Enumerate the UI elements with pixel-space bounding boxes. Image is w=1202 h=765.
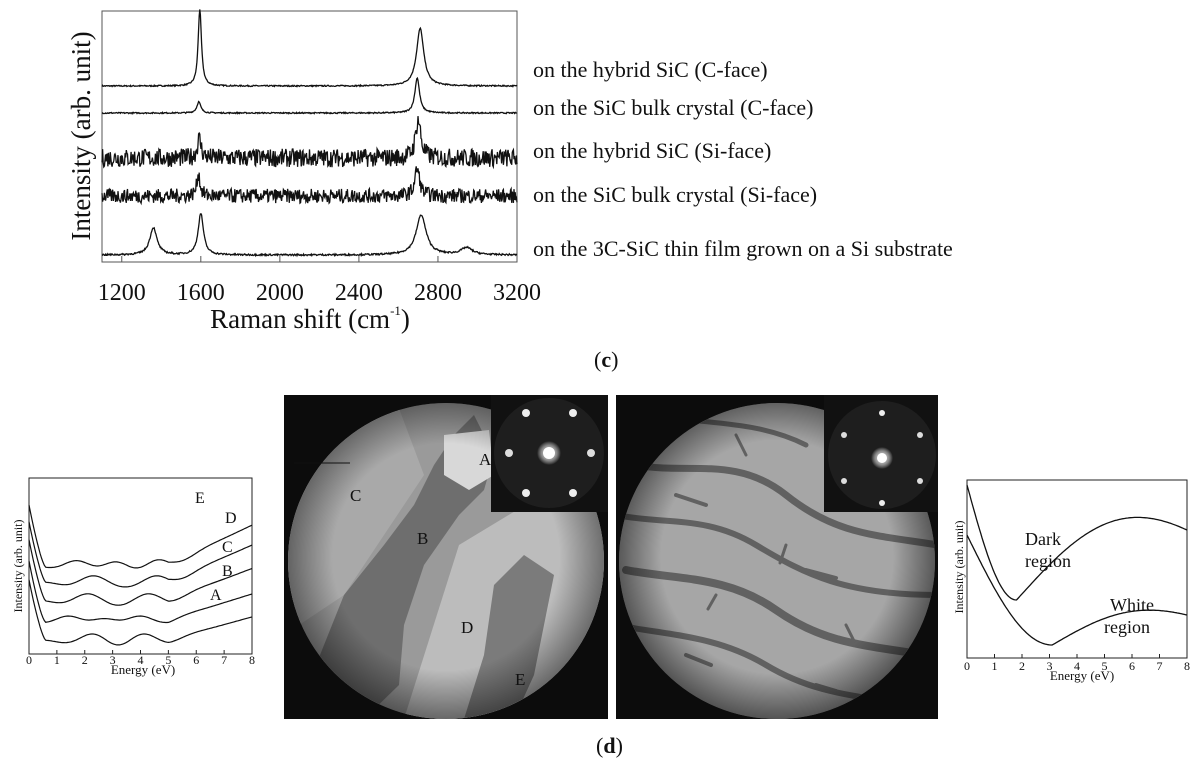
white-region-label-1: White — [1110, 595, 1154, 615]
leem-image-right — [616, 395, 938, 719]
left-traces — [28, 504, 253, 646]
raman-plot-frame — [101, 10, 518, 263]
raman-x-ticks: 1200 1600 2000 2400 2800 3200 — [98, 256, 541, 306]
left-series-line — [28, 560, 253, 624]
raman-traces — [101, 9, 518, 258]
right-x-tick-label: 4 — [1074, 659, 1080, 673]
right-x-tick-label: 6 — [1129, 659, 1135, 673]
left-x-tick-label: 7 — [221, 653, 227, 667]
left-series-label: E — [195, 490, 205, 507]
leem-region-label-a: A — [479, 450, 492, 469]
left-series-label: B — [222, 563, 233, 580]
left-series-label: D — [225, 510, 237, 527]
leem-region-label-b: B — [417, 529, 428, 548]
left-series-line — [28, 539, 253, 606]
raman-chart: 1200 1600 2000 2400 2800 3200 on the hybrid S… — [66, 9, 953, 334]
left-series-label: C — [222, 539, 233, 556]
left-series-line — [28, 504, 253, 569]
raman-legend-entry: on the SiC bulk crystal (Si-face) — [533, 182, 817, 207]
raman-legend: on the hybrid SiC (C-face) on the SiC bul… — [533, 57, 953, 261]
raman-series-line — [101, 166, 518, 206]
raman-legend-entry: on the 3C-SiC thin film grown on a Si su… — [533, 236, 953, 261]
left-x-ticks: 0 1 2 3 4 5 6 7 8 — [26, 650, 255, 667]
left-x-tick-label: 2 — [82, 653, 88, 667]
left-y-axis-label: Intensity (arb. unit) — [11, 520, 25, 613]
right-series-line — [966, 484, 1188, 601]
raman-y-axis-label: Intensity (arb. unit) — [66, 31, 96, 240]
left-x-tick-label: 6 — [193, 653, 199, 667]
panel-d-label: (d) — [596, 733, 623, 758]
left-x-axis-label: Energy (eV) — [111, 662, 175, 677]
right-traces — [966, 484, 1188, 646]
right-x-tick-label: 2 — [1019, 659, 1025, 673]
leem-region-label-d: D — [461, 618, 473, 637]
leem-region-label-c: C — [350, 486, 361, 505]
left-series-line — [28, 521, 253, 588]
raman-series-line — [101, 76, 518, 116]
raman-x-tick-label: 1200 — [98, 280, 146, 306]
right-series-line — [966, 534, 1188, 646]
right-y-axis-label: Intensity (arb. unit) — [952, 521, 966, 614]
raman-x-tick-label: 1600 — [177, 280, 225, 306]
right-x-tick-label: 8 — [1184, 659, 1190, 673]
raman-legend-entry: on the hybrid SiC (Si-face) — [533, 138, 771, 163]
left-series-label: A — [210, 587, 222, 604]
right-energy-chart: 0 1 2 3 4 5 6 7 8 Intensity (arb. unit) Energy (… — [952, 479, 1190, 683]
right-x-axis-label: Energy (eV) — [1050, 668, 1114, 683]
left-x-tick-label: 4 — [138, 653, 144, 667]
raman-x-tick-label: 2800 — [414, 280, 462, 306]
right-x-tick-label: 0 — [964, 659, 970, 673]
dark-region-label-2: region — [1025, 551, 1071, 571]
right-x-tick-label: 7 — [1157, 659, 1163, 673]
left-x-tick-label: 5 — [165, 653, 171, 667]
raman-legend-entry: on the SiC bulk crystal (C-face) — [533, 95, 813, 120]
right-x-tick-label: 3 — [1047, 659, 1053, 673]
raman-series-line — [101, 116, 518, 170]
left-x-tick-label: 0 — [26, 653, 32, 667]
left-x-tick-label: 8 — [249, 653, 255, 667]
raman-legend-entry: on the hybrid SiC (C-face) — [533, 57, 768, 82]
left-series-line — [28, 579, 253, 646]
leem-region-label-e: E — [515, 670, 525, 689]
raman-x-tick-label: 3200 — [493, 280, 541, 306]
dark-region-label-1: Dark — [1025, 529, 1061, 549]
raman-x-tick-label: 2400 — [335, 280, 383, 306]
panel-c-label: (c) — [594, 347, 619, 372]
leem-image-left: A B C D E — [284, 395, 608, 719]
left-x-tick-label: 3 — [110, 653, 116, 667]
right-x-ticks: 0 1 2 3 4 5 6 7 8 — [964, 654, 1190, 673]
raman-x-axis-label: Raman shift (cm-1) — [210, 303, 410, 334]
white-region-label-2: region — [1104, 617, 1150, 637]
right-x-tick-label: 1 — [992, 659, 998, 673]
right-x-tick-label: 5 — [1102, 659, 1108, 673]
raman-series-line — [101, 9, 518, 88]
left-x-tick-label: 1 — [54, 653, 60, 667]
raman-x-tick-label: 2000 — [256, 280, 304, 306]
raman-series-line — [101, 213, 518, 258]
left-plot-frame — [28, 477, 253, 655]
